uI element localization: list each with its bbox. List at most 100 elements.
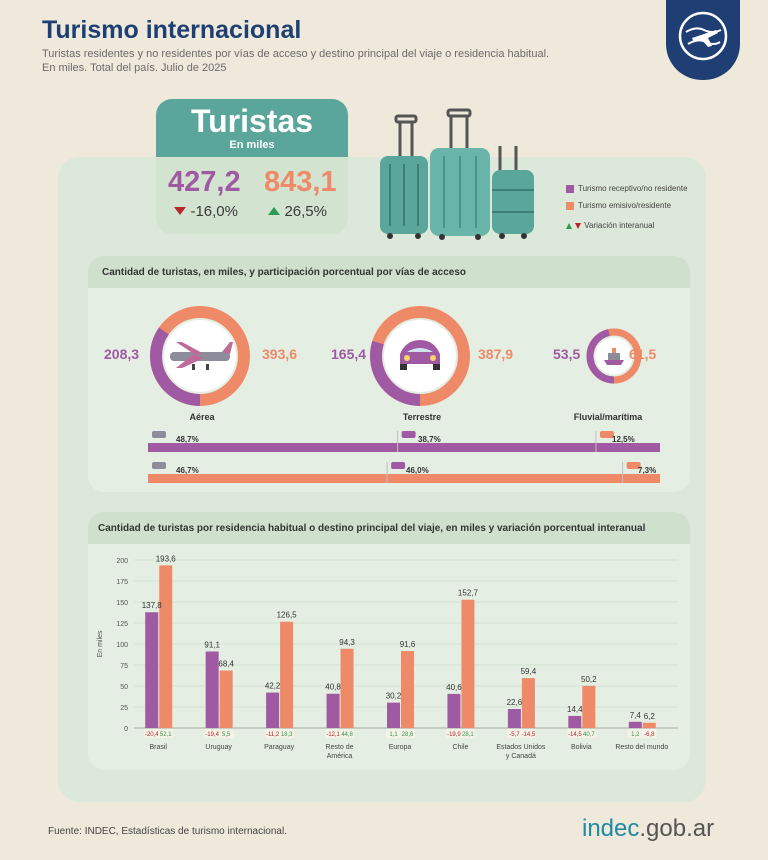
bar-emisivo [280, 621, 294, 728]
bar-receptivo [266, 692, 280, 728]
car-icon [400, 340, 440, 370]
share-emisivo-segment-icon [152, 462, 166, 469]
y-axis-label: En miles [97, 630, 104, 657]
terrestre-label: Terrestre [402, 412, 442, 422]
bar-receptivo [326, 693, 340, 728]
globe-badge [666, 0, 740, 80]
data-label-receptivo: 42,2 [265, 682, 281, 691]
x-tick-label: Brasil [149, 744, 167, 751]
page-subtitle: Turistas residentes y no residentes por … [42, 47, 642, 75]
logo-suffix: .gob.ar [639, 815, 715, 842]
emisivo-total: 843,1 [264, 166, 337, 198]
variation-box [218, 729, 234, 738]
aerea-receptivo-value: 208,3 [104, 346, 140, 362]
share-receptivo-aerea: 48,7% [176, 435, 199, 444]
x-tick-label: Europa [389, 744, 412, 751]
variation-box [460, 729, 476, 738]
variation-emisivo: 28,6 [402, 732, 414, 738]
airplane-icon [170, 342, 233, 370]
legend-emisivo-label: Turismo emisivo/residente [578, 201, 672, 210]
x-tick-label: Estados Unidos [496, 744, 546, 751]
variation-emisivo: 18,3 [281, 732, 293, 738]
ship-icon [604, 348, 624, 365]
variation-box [627, 729, 643, 738]
fluvial-emisivo-value: 61,5 [629, 346, 657, 362]
x-tick-label: Bolivia [571, 744, 592, 751]
variation-receptivo: -5,7 [509, 732, 520, 738]
terrestre-emisivo-value: 387,9 [478, 346, 514, 362]
x-tick-label: Chile [452, 744, 468, 751]
y-tick-label: 175 [116, 579, 128, 586]
bar-emisivo [521, 678, 535, 728]
legend-variacion: Variación interanual [566, 221, 654, 230]
bar-emisivo [219, 670, 233, 728]
subtitle-line-2: En miles. Total del país. Julio de 2025 [42, 62, 227, 74]
bar-emisivo [461, 599, 475, 728]
share-emisivo-terrestre: 46,0% [406, 466, 429, 475]
chart-title: Cantidad de turistas por residencia habi… [98, 523, 646, 534]
aerea-label: Aérea [189, 412, 215, 422]
data-label-receptivo: 40,8 [325, 683, 341, 692]
receptivo-variation-value: -16,0% [190, 203, 238, 220]
variation-box [325, 729, 341, 738]
variation-arrows-icon [566, 223, 581, 230]
variation-receptivo: -19,4 [205, 732, 219, 738]
emisivo-variation: 26,5% [268, 203, 327, 221]
summary-card-header [156, 99, 348, 157]
receptivo-total: 427,2 [168, 166, 241, 198]
y-tick-label: 125 [116, 621, 128, 628]
variation-emisivo: 40,7 [583, 732, 595, 738]
bar-receptivo [205, 651, 219, 728]
x-tick-label: Paraguay [264, 744, 294, 751]
access-panel-header [88, 256, 690, 288]
variation-receptivo: -11,2 [266, 732, 280, 738]
variation-box [567, 729, 583, 738]
x-tick-label: Uruguay [205, 744, 232, 751]
data-label-emisivo: 6,2 [644, 712, 656, 721]
variation-emisivo: -14,5 [522, 732, 536, 738]
variation-receptivo: 1,1 [389, 732, 398, 738]
legend-receptivo-label: Turismo receptivo/no residente [578, 184, 688, 193]
data-label-emisivo: 59,4 [521, 667, 537, 676]
variation-box [158, 729, 174, 738]
variation-emisivo: 28,1 [462, 732, 474, 738]
data-label-emisivo: 50,2 [581, 675, 597, 684]
bar-receptivo [447, 693, 461, 728]
y-tick-label: 200 [116, 558, 128, 565]
emisivo-variation-value: 26,5% [284, 203, 327, 220]
bar-emisivo [340, 648, 354, 728]
access-panel-title: Cantidad de turistas, en miles, y partic… [102, 267, 467, 278]
aerea-emisivo-value: 393,6 [262, 346, 298, 362]
variation-receptivo: -20,4 [145, 732, 159, 738]
bar-receptivo [387, 702, 400, 728]
data-label-emisivo: 152,7 [458, 589, 479, 598]
triangle-up-icon [268, 207, 280, 216]
legend-swatch-emisivo [566, 201, 574, 210]
variation-emisivo: 5,5 [222, 732, 231, 738]
variation-receptivo: 1,2 [631, 732, 640, 738]
legend-emisivo: Turismo emisivo/residente [566, 201, 671, 210]
bar-emisivo [401, 651, 414, 728]
donut-segment-receptivo [150, 306, 250, 406]
bar-receptivo [507, 709, 521, 728]
suitcases-icon [380, 108, 534, 240]
bar-emisivo [159, 565, 173, 728]
variation-box [446, 729, 462, 738]
bar-receptivo [145, 612, 159, 728]
legend-swatch-receptivo [566, 184, 574, 193]
data-label-emisivo: 94,3 [339, 638, 355, 647]
variation-box [520, 729, 536, 738]
fluvial-label: Fluvial/marítima [573, 412, 643, 422]
variation-box [265, 729, 281, 738]
variation-box [641, 729, 657, 738]
indec-logo[interactable]: indec.gob.ar [582, 815, 714, 843]
data-label-receptivo: 30,2 [386, 692, 402, 701]
data-label-receptivo: 7,4 [630, 711, 642, 720]
y-tick-label: 100 [116, 642, 128, 649]
subtitle-line-1: Turistas residentes y no residentes por … [42, 48, 550, 60]
variation-box [279, 729, 295, 738]
x-tick-label: América [327, 753, 353, 760]
y-tick-label: 25 [120, 705, 128, 712]
y-tick-label: 0 [124, 726, 128, 733]
share-emisivo-aerea: 46,7% [176, 466, 199, 475]
